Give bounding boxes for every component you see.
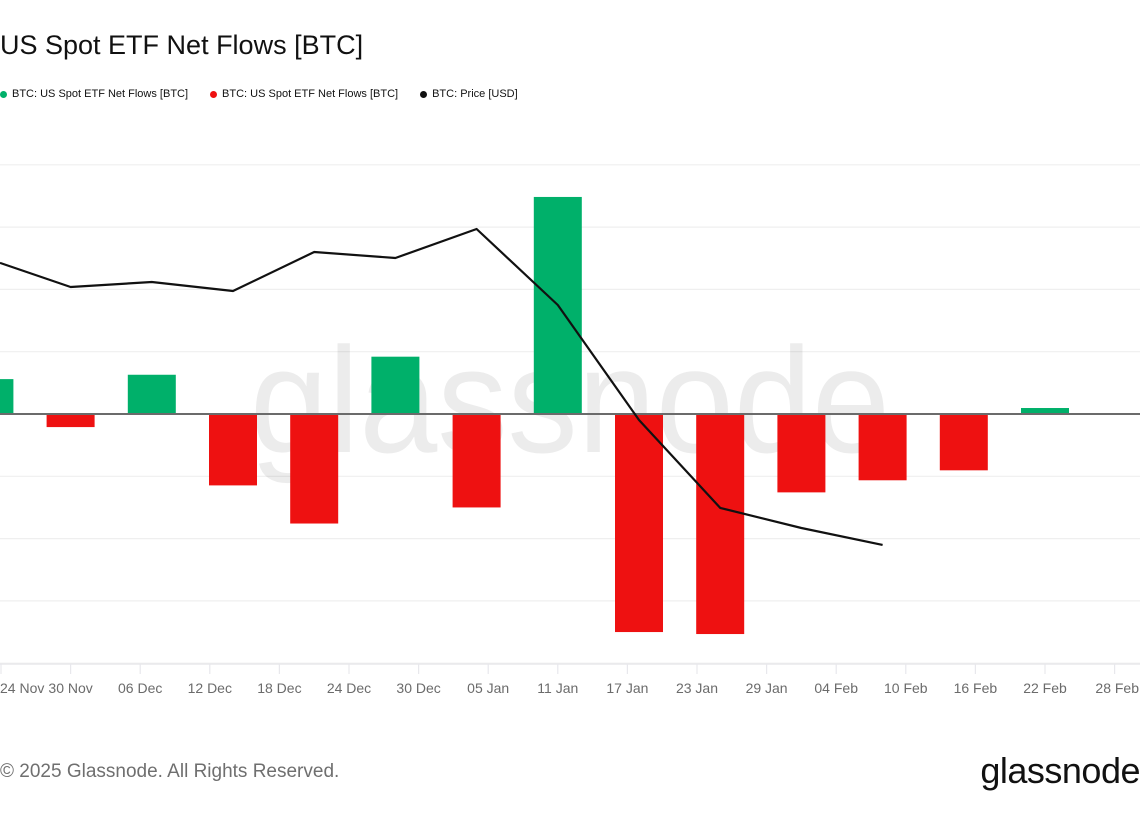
x-tick-label: 17 Jan (606, 680, 648, 696)
x-tick-label: 29 Jan (746, 680, 788, 696)
bar-inflow[interactable] (371, 356, 420, 414)
bar-outflow[interactable] (858, 414, 907, 481)
x-tick-label: 11 Jan (537, 680, 578, 696)
price-point[interactable] (474, 226, 480, 232)
bar-outflow[interactable] (696, 414, 745, 635)
bar-inflow[interactable] (127, 374, 176, 414)
legend-item-outflows[interactable]: BTC: US Spot ETF Net Flows [BTC] (210, 88, 398, 100)
bar-outflow[interactable] (615, 414, 663, 633)
price-point[interactable] (68, 284, 74, 290)
bar-outflow[interactable] (209, 414, 257, 486)
price-point[interactable] (636, 417, 642, 423)
price-point[interactable] (717, 505, 723, 511)
legend-dot-black-icon (420, 90, 428, 98)
legend-label: BTC: Price [USD] (432, 88, 518, 100)
bar-inflow[interactable] (0, 379, 14, 414)
legend-dot-green-icon (0, 90, 7, 98)
x-tick-label: 30 Nov (48, 680, 92, 696)
x-axis: 24 Nov 30 Nov 06 Dec 12 Dec 18 Dec 24 Dec 30 D… (0, 664, 1139, 696)
bar-outflow[interactable] (46, 414, 95, 428)
bar-outflow[interactable] (939, 414, 988, 471)
x-tick-label: 24 Nov (0, 680, 44, 696)
copyright-footer: © 2025 Glassnode. All Rights Reserved. (0, 761, 340, 782)
x-tick-label: 05 Jan (467, 680, 509, 696)
glassnode-logo: glassnode (980, 750, 1140, 791)
price-line (0, 227, 883, 546)
x-tick-label: 10 Feb (884, 680, 928, 696)
x-tick-label: 30 Dec (396, 680, 440, 696)
x-tick-label: 12 Dec (188, 680, 232, 696)
legend-label: BTC: US Spot ETF Net Flows [BTC] (12, 88, 189, 100)
price-point[interactable] (555, 302, 561, 308)
bar-inflow[interactable] (1021, 408, 1069, 414)
legend-item-inflows[interactable]: BTC: US Spot ETF Net Flows [BTC] (0, 88, 188, 100)
x-tick-label: 06 Dec (118, 680, 162, 696)
x-tick-label: 28 Feb (1095, 680, 1139, 696)
price-point[interactable] (798, 525, 804, 531)
x-tick-label: 22 Feb (1023, 680, 1067, 696)
price-point[interactable] (392, 255, 398, 261)
x-tick-label: 24 Dec (327, 680, 371, 696)
x-tick-label: 23 Jan (676, 680, 718, 696)
x-tick-label: 16 Feb (954, 680, 998, 696)
price-point[interactable] (311, 249, 317, 255)
legend-item-price[interactable]: BTC: Price [USD] (420, 88, 518, 100)
legend: BTC: US Spot ETF Net Flows [BTC] BTC: US… (0, 88, 1140, 100)
x-tick-label: 04 Feb (814, 680, 858, 696)
bar-outflow[interactable] (290, 414, 339, 524)
price-point[interactable] (880, 542, 886, 548)
bar-outflow[interactable] (777, 414, 826, 493)
bar-outflow[interactable] (452, 414, 501, 508)
price-point[interactable] (0, 260, 3, 266)
legend-dot-red-icon (210, 90, 218, 98)
x-tick-label: 18 Dec (257, 680, 301, 696)
price-point[interactable] (230, 288, 236, 294)
chart-title: US Spot ETF Net Flows [BTC] (0, 30, 364, 60)
price-point[interactable] (149, 279, 155, 285)
legend-label: BTC: US Spot ETF Net Flows [BTC] (222, 88, 399, 100)
